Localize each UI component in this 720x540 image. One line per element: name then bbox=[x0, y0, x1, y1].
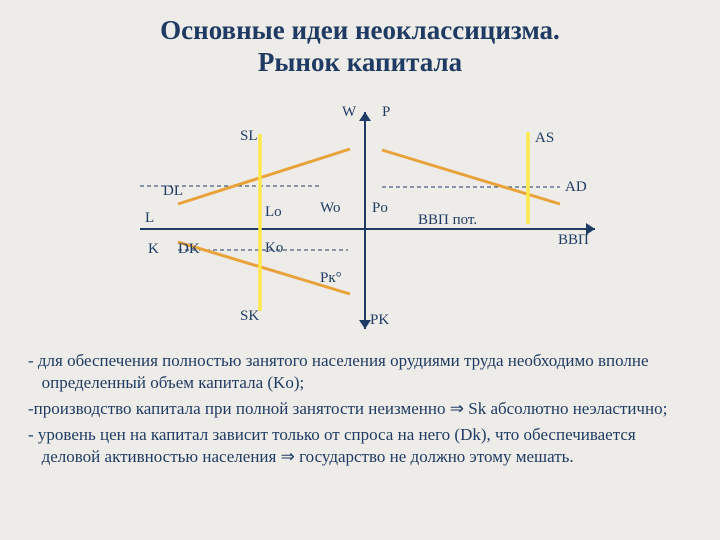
label-po: Po bbox=[372, 200, 388, 217]
label-dl: DL bbox=[163, 183, 183, 200]
label-dk: DK bbox=[178, 241, 200, 258]
label-lo: Lo bbox=[265, 204, 282, 221]
label-ad: AD bbox=[565, 179, 587, 196]
title-line1: Основные идеи неоклассицизма. bbox=[160, 15, 560, 45]
diagram: W P SL AS DL AD L Lo Wo Po ВВП пот. ВВП K DK Ko Pк° SK PK bbox=[0, 104, 720, 334]
bullet-item: -производство капитала при полной занято… bbox=[28, 398, 688, 420]
label-l: L bbox=[145, 210, 154, 227]
title-line2: Рынок капитала bbox=[258, 47, 462, 77]
diagram-svg bbox=[0, 104, 720, 334]
label-p: P bbox=[382, 104, 390, 121]
label-as: AS bbox=[535, 130, 554, 147]
label-w: W bbox=[342, 104, 356, 121]
bullet-list: - для обеспечения полностью занятого нас… bbox=[28, 350, 688, 472]
label-ko: Ko bbox=[265, 240, 283, 257]
bullet-item: - уровень цен на капитал зависит только … bbox=[28, 424, 688, 468]
label-pk: PK bbox=[370, 312, 389, 329]
label-sk: SK bbox=[240, 308, 259, 325]
label-k: K bbox=[148, 241, 159, 258]
label-wo: Wo bbox=[320, 200, 340, 217]
label-sl: SL bbox=[240, 128, 258, 145]
label-bbp: ВВП bbox=[558, 232, 589, 249]
label-pko: Pк° bbox=[320, 270, 342, 287]
label-bbppot: ВВП пот. bbox=[418, 212, 477, 229]
bullet-item: - для обеспечения полностью занятого нас… bbox=[28, 350, 688, 394]
title-block: Основные идеи неоклассицизма. Рынок капи… bbox=[0, 14, 720, 79]
